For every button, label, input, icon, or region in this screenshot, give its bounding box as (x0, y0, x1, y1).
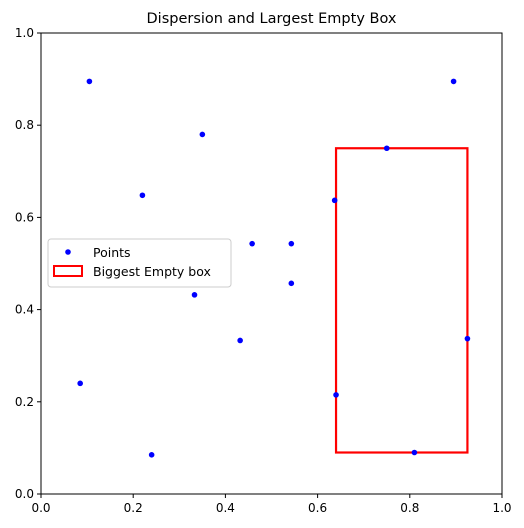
legend-label-points: Points (93, 245, 131, 260)
legend-marker-box (53, 265, 83, 277)
axes-frame (40, 32, 503, 495)
data-point (249, 240, 255, 247)
data-point (383, 145, 390, 152)
legend: Points Biggest Empty box (47, 238, 232, 288)
data-point (86, 78, 93, 85)
data-point (411, 449, 418, 456)
legend-label-box: Biggest Empty box (93, 264, 211, 279)
data-point (237, 337, 243, 344)
data-point (77, 380, 83, 387)
data-point (139, 192, 146, 199)
x-tick-label: 0.0 (31, 501, 50, 515)
data-point (148, 452, 155, 458)
data-point (288, 240, 295, 247)
plot-area: 0.0 0.2 0.4 0.6 0.8 1.0 0.0 0.2 0.4 0.6 0.8 1.0 (15, 26, 512, 515)
empty-box (334, 147, 469, 454)
x-tick-label: 0.4 (216, 501, 235, 515)
legend-frame (47, 238, 232, 288)
data-point (288, 280, 295, 287)
x-tick-label: 1.0 (492, 501, 511, 515)
y-tick-label: 0.4 (15, 303, 34, 317)
x-tick-label: 0.6 (308, 501, 327, 515)
chart-title: Dispersion and Largest Empty Box (147, 11, 397, 27)
data-point (450, 78, 457, 85)
legend-marker-points (65, 249, 71, 255)
y-tick-label: 0.0 (15, 487, 34, 501)
x-tick-label: 0.2 (124, 501, 143, 515)
y-tick-label: 0.2 (15, 395, 34, 409)
data-point (199, 131, 206, 138)
data-point (191, 292, 198, 298)
data-point (333, 392, 339, 398)
data-point (464, 335, 471, 342)
data-point (331, 197, 338, 204)
y-tick-label: 1.0 (15, 26, 34, 40)
y-tick-label: 0.6 (15, 210, 34, 224)
x-tick-label: 0.8 (400, 501, 419, 515)
y-tick-label: 0.8 (15, 118, 34, 132)
